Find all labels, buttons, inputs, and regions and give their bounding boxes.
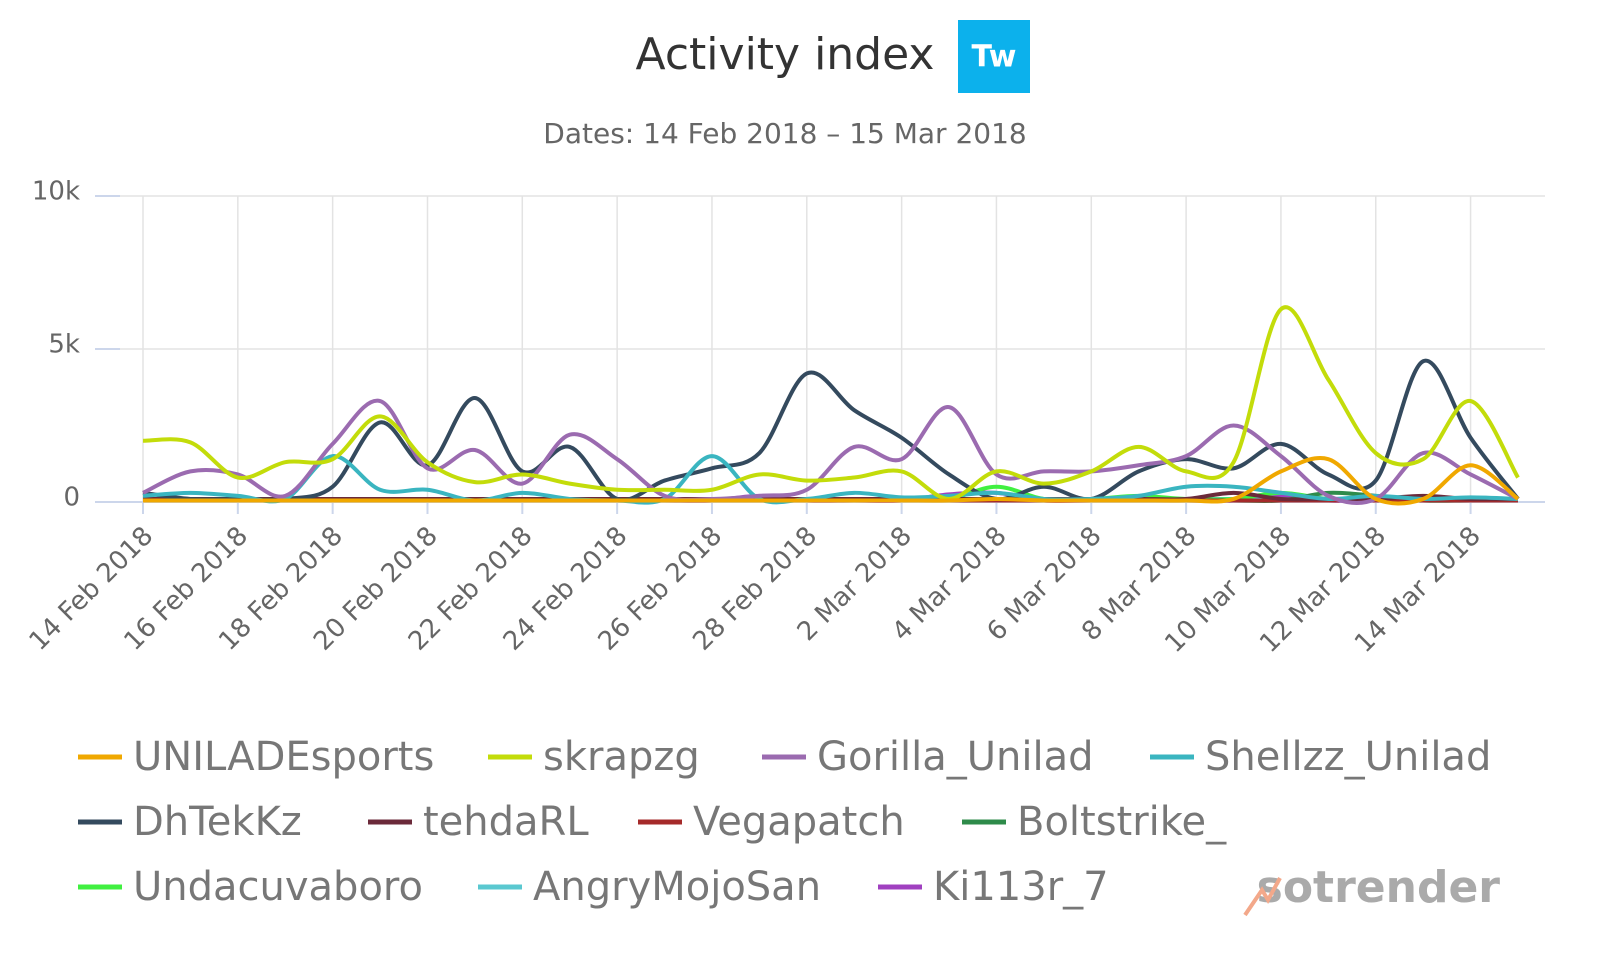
series-line	[143, 456, 1520, 506]
subtitle: Dates: 14 Feb 2018 – 15 Mar 2018	[543, 117, 1026, 150]
chart-title: Activity index	[636, 29, 935, 80]
legend-item: Ki113r_7	[878, 864, 1109, 910]
legend-label: AngryMojoSan	[533, 864, 821, 910]
legend-label: Gorilla_Unilad	[817, 734, 1094, 780]
legend-label: Boltstrike_	[1017, 799, 1227, 845]
series-line	[142, 398, 1519, 505]
legend-item: AngryMojoSan	[478, 864, 821, 910]
series-line	[142, 454, 1519, 505]
y-tick-label: 0	[63, 483, 80, 513]
legend-item: Boltstrike_	[962, 799, 1227, 845]
watermark: sotrender	[1257, 862, 1501, 913]
legend-label: UNILADEsports	[133, 734, 434, 780]
badge-box	[958, 20, 1030, 93]
watermark-icon	[1243, 877, 1282, 917]
legend-item: Undacuvaboro	[78, 864, 423, 910]
legend-item: Gorilla_Unilad	[762, 734, 1094, 780]
legend-label: tehdaRL	[423, 799, 589, 845]
legend-label: skrapzg	[543, 734, 700, 780]
y-tick-label: 10k	[32, 177, 80, 207]
legend-item: UNILADEsports	[78, 734, 434, 780]
legend-label: Vegapatch	[693, 799, 905, 845]
series-line	[142, 358, 1520, 502]
y-tick-label: 5k	[48, 330, 80, 360]
legend-label: Ki113r_7	[933, 864, 1109, 910]
legend-label: DhTekKz	[133, 799, 302, 845]
legend-item: tehdaRL	[368, 799, 589, 845]
legend-label: Undacuvaboro	[133, 864, 423, 910]
badge: Tw	[972, 40, 1017, 75]
legend-item: skrapzg	[488, 734, 700, 780]
legend-item: Vegapatch	[638, 799, 905, 845]
legend-item: DhTekKz	[78, 799, 302, 845]
series-line	[142, 305, 1520, 501]
legend-label: Shellzz_Unilad	[1205, 734, 1491, 780]
legend-item: Shellzz_Unilad	[1150, 734, 1491, 780]
